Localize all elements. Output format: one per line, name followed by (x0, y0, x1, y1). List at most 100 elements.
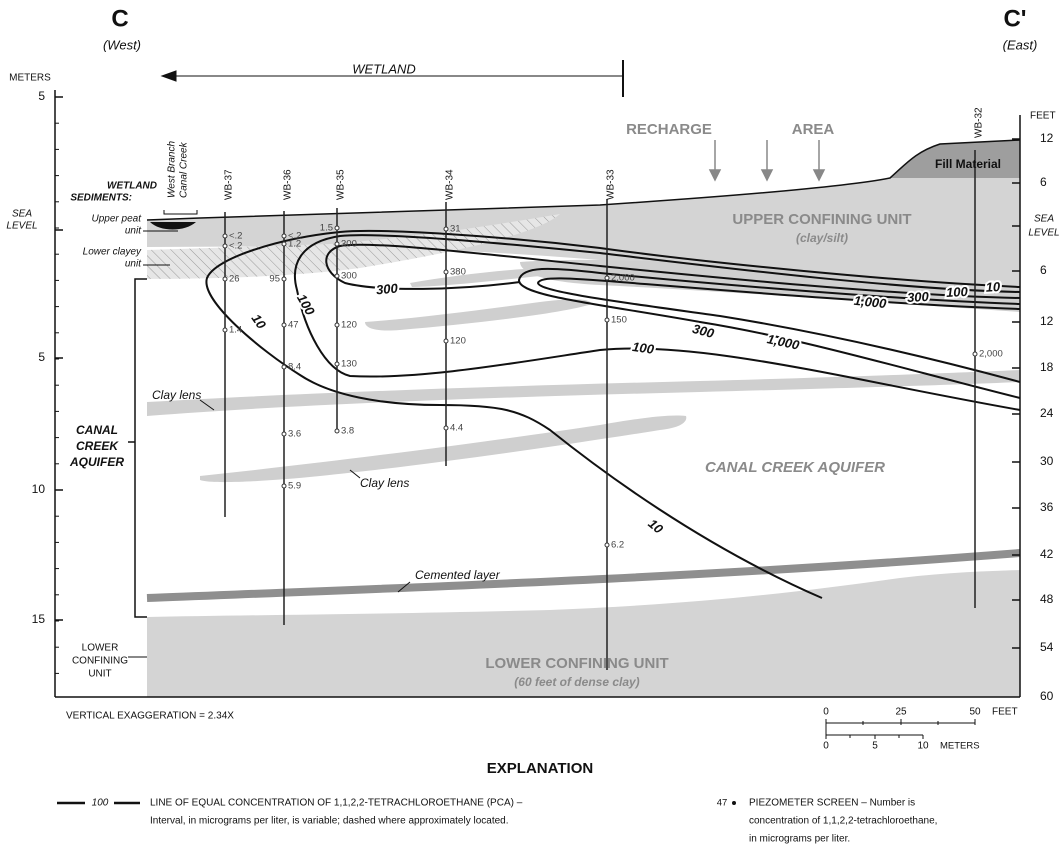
piezometer (604, 317, 610, 323)
clay-lens (365, 299, 592, 331)
label: 0 (823, 741, 829, 752)
piezometer (222, 327, 228, 333)
scale-bar (825, 719, 976, 739)
label: WETLAND (107, 181, 157, 192)
label: C (111, 5, 128, 32)
label: 1.5 (320, 223, 333, 234)
label: CANAL CREEK AQUIFER (705, 459, 885, 476)
piezometer (334, 225, 340, 231)
contour-line (325, 243, 1021, 299)
piezometer (281, 322, 287, 328)
label: METERS (9, 73, 51, 84)
label: 5 (38, 89, 45, 103)
label: 3.8 (341, 426, 354, 437)
label: <.2 (229, 241, 242, 252)
label: 5 (872, 741, 878, 752)
label: 25 (895, 707, 907, 718)
piezometer (443, 338, 449, 344)
label: 48 (1040, 592, 1054, 606)
cemented-layer (146, 549, 1021, 602)
arrowheads (708, 169, 826, 182)
label: WB-36 (283, 169, 294, 200)
peat-unit (150, 222, 196, 230)
ground-surface (146, 139, 1021, 221)
label: 150 (611, 315, 627, 326)
aquifer-bracket (128, 278, 147, 618)
label: WB-32 (974, 107, 985, 138)
label: 10 (32, 482, 46, 496)
contour-line (517, 267, 1021, 399)
label: Clay lens (360, 476, 409, 490)
label: WETLAND (352, 61, 416, 76)
label: PIEZOMETER SCREEN – Number is (749, 798, 915, 809)
label: 100 (946, 284, 969, 300)
label: 130 (341, 359, 357, 370)
label: 300 (341, 271, 357, 282)
piezometer (334, 241, 340, 247)
label: 120 (450, 336, 466, 347)
label: WB-35 (336, 169, 347, 200)
piezometer (281, 431, 287, 437)
label: LEVEL (6, 221, 37, 232)
label: (East) (1003, 37, 1038, 52)
label: <.2 (229, 231, 242, 242)
piezometer (281, 276, 287, 282)
label: WB-37 (224, 169, 235, 200)
label: 36 (1040, 500, 1054, 514)
label: SEDIMENTS: (70, 193, 132, 204)
piezometer (281, 233, 287, 239)
label: 300 (907, 289, 930, 305)
label: 0 (823, 707, 829, 718)
piezometer (604, 275, 610, 281)
piezometer (334, 273, 340, 279)
piezometer (443, 425, 449, 431)
piezometer (281, 483, 287, 489)
label: 300 (375, 280, 399, 297)
label: Cemented layer (415, 568, 501, 582)
label: 24 (1040, 406, 1054, 420)
geology (146, 139, 1021, 697)
label: LOWER (82, 643, 119, 654)
label: in micrograms per liter. (749, 834, 850, 845)
fill-material (890, 140, 1020, 178)
label: 100 (92, 798, 109, 809)
stream-bracket (163, 210, 198, 215)
label: 10 (645, 516, 666, 537)
legend-dot (732, 801, 736, 805)
recharge-arrows (708, 140, 826, 182)
label: (60 feet of dense clay) (514, 675, 639, 689)
label: FEET (992, 707, 1018, 718)
label: CREEK (76, 439, 119, 453)
piezometer (281, 364, 287, 370)
label: 30 (1040, 454, 1054, 468)
label: 6 (1040, 175, 1047, 189)
piezometer (334, 322, 340, 328)
label: C' (1003, 5, 1026, 32)
label: SEA (1034, 214, 1054, 225)
label: Lower clayey (83, 247, 142, 258)
label: 12 (1040, 131, 1054, 145)
clay-lens (520, 259, 1020, 312)
label: 6 (1040, 263, 1047, 277)
label: 31 (450, 224, 461, 235)
label: 60 (1040, 689, 1054, 703)
clay-lens (410, 268, 540, 287)
label: Upper peat (92, 214, 143, 225)
label: 47 (288, 320, 299, 331)
label: LINE OF EQUAL CONCENTRATION OF 1,1,2,2-T… (150, 798, 523, 809)
lower-confining-unit (147, 570, 1020, 697)
label: RECHARGE (626, 121, 712, 138)
label: Interval, in micrograms per liter, is va… (150, 816, 509, 827)
label: 18 (1040, 360, 1054, 374)
label: 2,000 (611, 273, 635, 284)
piezometer (443, 226, 449, 232)
label: 1.2 (288, 239, 301, 250)
label: (West) (103, 37, 141, 52)
label: 2,000 (979, 349, 1003, 360)
scale-ticks (825, 719, 976, 739)
leader (199, 399, 215, 411)
label: FEET (1030, 111, 1056, 122)
label: concentration of 1,1,2,2-tetrachloroetha… (749, 816, 937, 827)
label: <.2 (288, 231, 301, 242)
contours (205, 229, 1021, 599)
